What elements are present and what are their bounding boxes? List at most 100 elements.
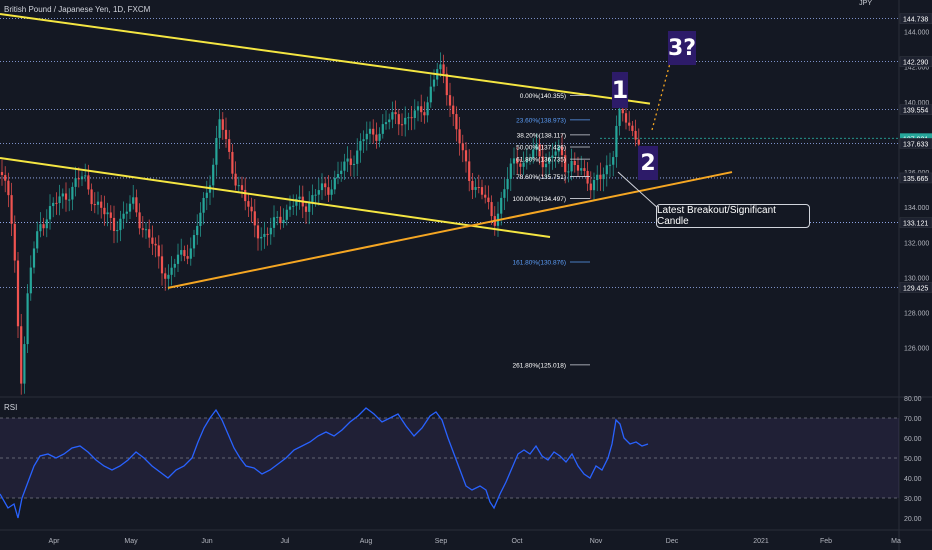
candle-body xyxy=(500,197,503,214)
candle-body xyxy=(439,64,442,70)
candle-body xyxy=(570,160,573,172)
candle-body xyxy=(375,134,378,141)
candle-body xyxy=(346,158,349,162)
candle-body xyxy=(52,202,55,207)
candle-body xyxy=(189,248,192,259)
price-label-box xyxy=(899,282,932,293)
price-label-value: 135.665 xyxy=(903,176,928,183)
rsi-tick-label: 50.00 xyxy=(904,456,922,463)
candle-body xyxy=(218,119,221,138)
fib-level-label: 23.60%(138.973) xyxy=(516,117,566,124)
candle-body xyxy=(183,250,186,257)
candle-body xyxy=(58,196,61,204)
price-tick-label: 132.000 xyxy=(904,240,929,247)
rsi-tick-label: 80.00 xyxy=(904,396,922,403)
candle-body xyxy=(221,119,224,130)
fib-level-label: 38.20%(138.117) xyxy=(517,132,566,139)
candle-body xyxy=(295,198,298,206)
candle-body xyxy=(400,124,404,126)
candle-body xyxy=(519,163,522,167)
price-label-value: 139.554 xyxy=(903,108,928,115)
candle-body xyxy=(16,260,20,327)
candle-body xyxy=(391,112,394,120)
price-label-value: 133.121 xyxy=(903,221,928,228)
rsi-tick-label: 60.00 xyxy=(904,436,922,443)
candle-body xyxy=(292,205,295,207)
candle-body xyxy=(135,197,138,213)
candle-body xyxy=(320,183,324,191)
candle-body xyxy=(180,250,183,255)
candle-body xyxy=(592,180,596,191)
candle-body xyxy=(256,225,260,239)
candle-body xyxy=(420,106,423,113)
candle-body xyxy=(128,203,132,212)
projection-line xyxy=(651,63,671,131)
candle-body xyxy=(240,185,244,190)
rsi-tick-label: 30.00 xyxy=(904,496,922,503)
candle-body xyxy=(637,139,640,145)
time-tick-label: 2021 xyxy=(753,538,769,545)
candle-body xyxy=(484,194,487,198)
candle-body xyxy=(68,199,71,201)
candle-body xyxy=(311,195,314,203)
time-tick-label: Feb xyxy=(820,538,832,545)
candle-body xyxy=(151,237,154,244)
candle-body xyxy=(253,211,256,226)
price-label-box xyxy=(899,104,932,115)
candle-body xyxy=(333,177,336,190)
chart-title: British Pound / Japanese Yen, 1D, FXCM xyxy=(4,5,151,14)
candle-body xyxy=(298,196,301,199)
candle-body xyxy=(388,119,391,123)
fib-level-label: 50.00%(137.426) xyxy=(516,145,566,152)
fib-level-label: 0.00%(140.355) xyxy=(520,93,566,100)
price-label-box xyxy=(899,172,932,184)
candle-body xyxy=(448,95,452,106)
candle-body xyxy=(186,256,189,259)
candle-body xyxy=(317,190,320,195)
candle-body xyxy=(167,274,170,279)
candle-body xyxy=(324,183,327,188)
candle-body xyxy=(352,163,356,165)
candle-body xyxy=(535,144,538,150)
candle-body xyxy=(45,219,48,229)
candle-body xyxy=(554,151,557,156)
candle-body xyxy=(164,273,167,279)
candle-body xyxy=(103,207,106,215)
time-tick-label: Jun xyxy=(201,538,212,545)
price-tick-label: 130.000 xyxy=(904,275,929,282)
candle-body xyxy=(276,216,279,218)
candle-body xyxy=(87,175,90,190)
candle-body xyxy=(544,163,548,168)
candle-body xyxy=(506,178,509,190)
wave-2-label: 2 xyxy=(640,150,656,176)
candle-body xyxy=(618,108,621,126)
price-label-value: 129.425 xyxy=(903,285,928,292)
candle-body xyxy=(423,112,426,116)
candle-body xyxy=(397,114,400,125)
candle-body xyxy=(196,225,199,236)
candle-body xyxy=(564,155,567,173)
time-tick-label: Ma xyxy=(891,538,901,545)
candle-body xyxy=(64,193,68,200)
candle-body xyxy=(557,146,560,152)
candle-body xyxy=(573,160,576,166)
price-label-value: 144.738 xyxy=(903,17,928,24)
candle-body xyxy=(349,158,352,165)
candle-body xyxy=(138,212,141,229)
candle-body xyxy=(394,112,397,115)
candle-body xyxy=(10,195,13,224)
candle-body xyxy=(144,229,148,231)
rsi-tick-label: 20.00 xyxy=(904,516,922,523)
candle-body xyxy=(199,212,202,226)
candle-body xyxy=(480,187,484,195)
price-tick-label: 134.000 xyxy=(904,205,929,212)
candle-body xyxy=(468,161,471,181)
candle-body xyxy=(247,201,250,207)
price-label-box xyxy=(899,217,932,228)
candle-body xyxy=(154,243,157,246)
candle-body xyxy=(250,206,253,212)
breakout-callout: Latest Breakout/Significant Candle xyxy=(656,204,810,228)
candle-body xyxy=(503,189,506,198)
candle-body xyxy=(308,202,311,212)
